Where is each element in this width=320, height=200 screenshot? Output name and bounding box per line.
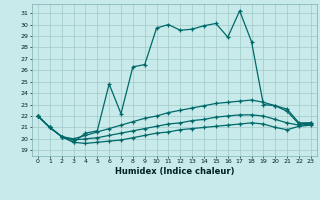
X-axis label: Humidex (Indice chaleur): Humidex (Indice chaleur) (115, 167, 234, 176)
